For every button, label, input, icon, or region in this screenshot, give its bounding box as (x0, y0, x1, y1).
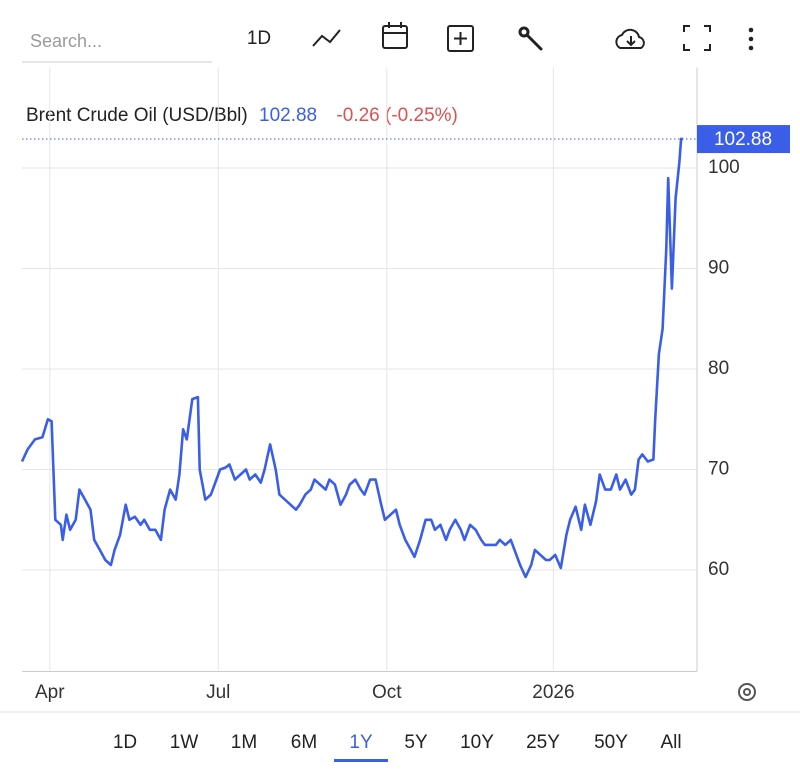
y-tick-label: 70 (708, 459, 729, 480)
y-tick-label: 60 (708, 559, 729, 580)
last-price-label: 102.88 (714, 129, 772, 150)
x-tick-label: Apr (35, 682, 65, 703)
x-tick-label: Oct (372, 682, 402, 703)
price-change: -0.26 (-0.25%) (336, 105, 457, 126)
plot-area: 60 70 80 90 100 Apr Jul Oct 2026 102.88 (20, 67, 790, 703)
range-button[interactable]: 25Y (526, 732, 560, 753)
range-button[interactable]: 1W (170, 732, 199, 753)
download-icon[interactable] (615, 28, 645, 49)
chart-title: Brent Crude Oil (USD/Bbl) 102.88 -0.26 (… (26, 105, 458, 126)
x-tick-label: Jul (206, 682, 230, 703)
search-box[interactable]: Search... (30, 31, 102, 51)
y-tick-label: 90 (708, 258, 729, 279)
calendar-icon[interactable] (382, 22, 408, 49)
chart-settings-icon[interactable] (738, 683, 756, 701)
last-price-badge (697, 125, 790, 154)
y-tick-label: 100 (708, 157, 740, 178)
price-line (20, 137, 684, 579)
more-menu-icon[interactable] (748, 27, 754, 51)
range-button[interactable]: 6M (291, 732, 317, 753)
range-selector: 1D 1W 1M 6M 1Y 5Y 10Y 25Y 50Y All (113, 732, 682, 762)
range-button[interactable]: 5Y (404, 732, 428, 753)
range-selected-underline (334, 759, 388, 762)
range-button[interactable]: All (660, 732, 681, 753)
x-tick-label: 2026 (532, 682, 574, 703)
add-indicator-icon[interactable] (447, 25, 474, 52)
last-price: 102.88 (259, 105, 317, 126)
range-button[interactable]: 1M (231, 732, 257, 753)
settings-tool-icon[interactable] (518, 26, 543, 51)
chart-type-icon[interactable] (312, 29, 341, 47)
interval-button[interactable]: 1D (247, 28, 271, 49)
y-tick-label: 80 (708, 358, 729, 379)
range-button[interactable]: 10Y (460, 732, 494, 753)
range-button[interactable]: 1Y (349, 732, 373, 753)
range-button[interactable]: 1D (113, 732, 137, 753)
range-button[interactable]: 50Y (594, 732, 628, 753)
fullscreen-icon[interactable] (683, 25, 711, 51)
instrument-name: Brent Crude Oil (USD/Bbl) (26, 105, 248, 126)
